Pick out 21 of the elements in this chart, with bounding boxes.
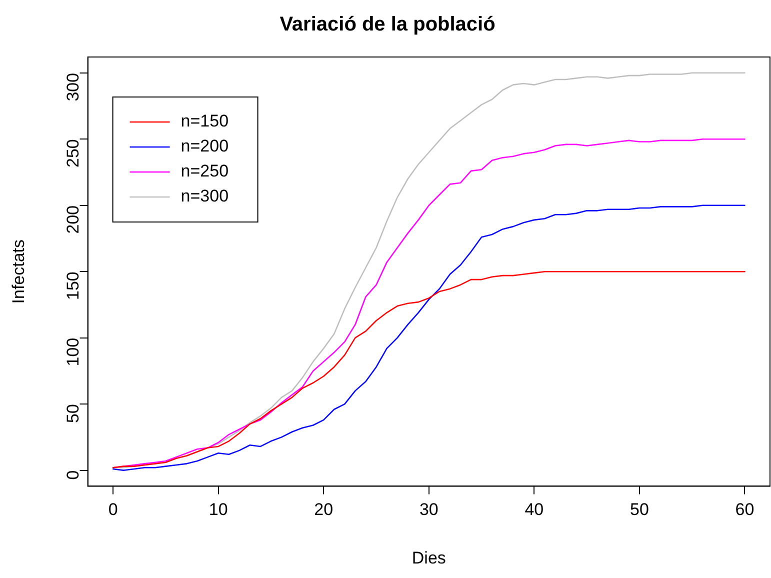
y-tick-label: 150 [63,272,82,300]
y-tick-label: 0 [63,470,82,480]
x-tick-label: 50 [630,500,649,520]
x-tick-label: 10 [208,500,228,520]
y-axis-title: Infectats [8,239,28,304]
x-tick-label: 20 [314,500,334,520]
x-tick-label: 0 [108,500,118,520]
y-tick-label: 250 [63,139,82,168]
x-axis-title: Dies [412,548,446,568]
y-tick-label: 200 [63,205,82,234]
y-tick-label: 100 [63,338,82,366]
x-tick-label: 60 [735,500,754,520]
legend-label: n=200 [180,136,229,156]
legend-label: n=150 [180,112,229,131]
legend-label: n=300 [180,186,229,206]
chart-title: Variació de la població [280,14,496,36]
legend-label: n=250 [180,162,229,181]
y-tick-label: 300 [63,72,82,102]
y-tick-label: 50 [63,404,82,423]
x-tick-label: 30 [419,500,438,520]
x-tick-label: 40 [524,500,544,520]
